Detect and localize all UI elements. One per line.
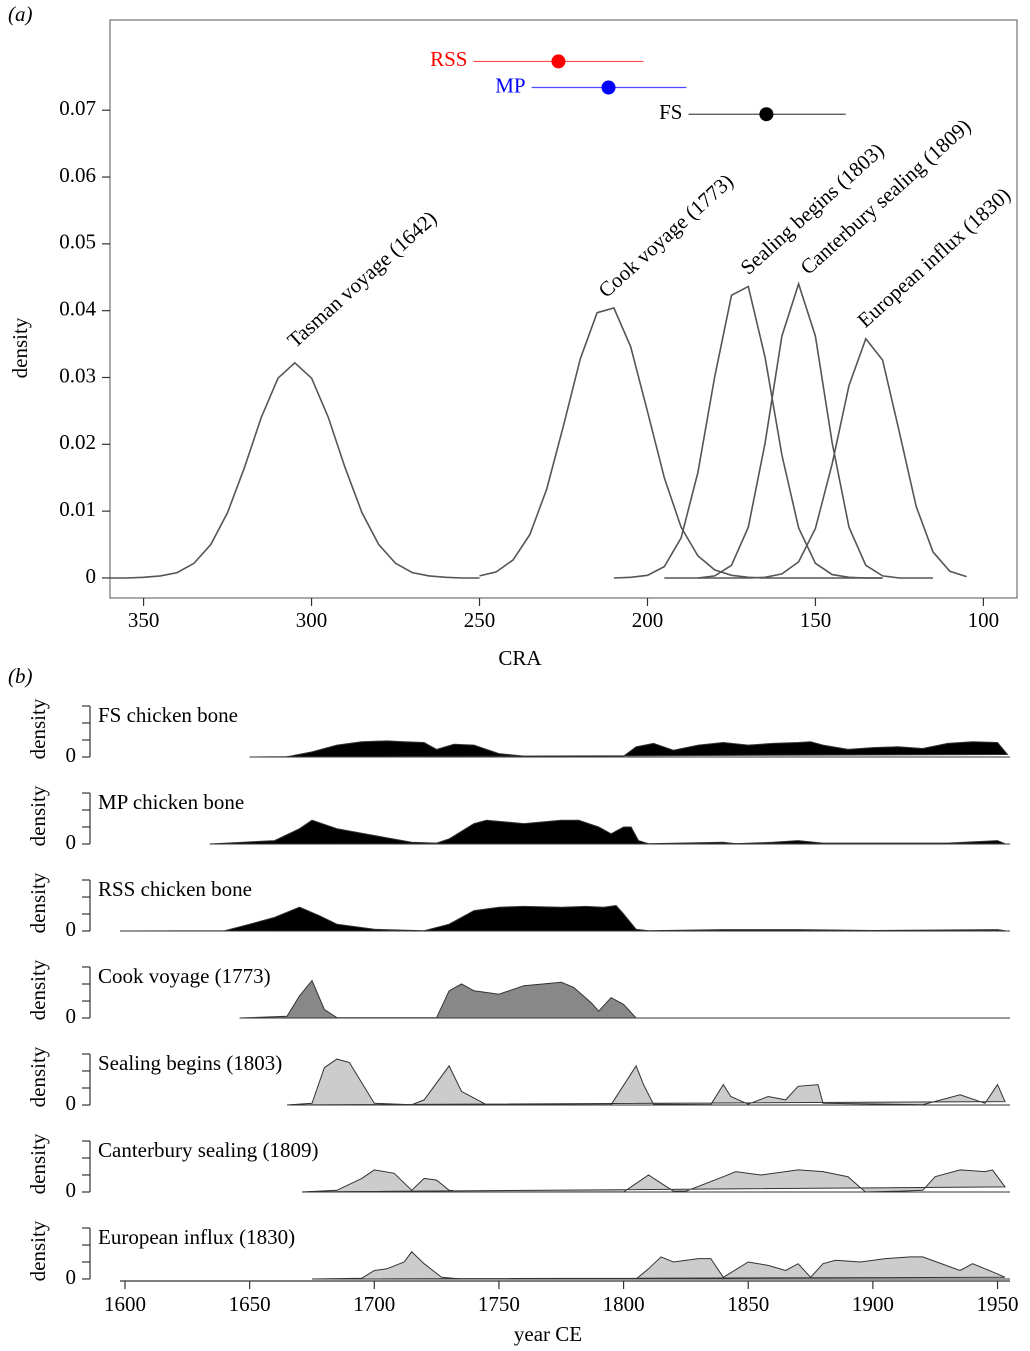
x-tick-label: 1950 — [977, 1292, 1019, 1316]
x-tick-label: 300 — [296, 608, 328, 632]
interval-point — [601, 80, 616, 95]
x-tick-label: 1800 — [603, 1292, 645, 1316]
y-tick-label: 0 — [66, 1265, 77, 1289]
y-axis-label: density — [26, 1133, 50, 1194]
y-tick-label: 0 — [86, 564, 97, 588]
panel-title: RSS chicken bone — [98, 877, 252, 901]
y-tick-label: 0 — [66, 1004, 77, 1028]
y-tick-label: 0 — [66, 1178, 77, 1202]
y-tick-label: 0.05 — [59, 230, 96, 254]
curve-label: Cook voyage (1773) — [594, 169, 738, 302]
x-tick-label: 1750 — [478, 1292, 520, 1316]
density-area — [301, 1169, 1006, 1193]
y-axis-label: density — [8, 317, 32, 378]
y-tick-label: 0 — [66, 917, 77, 941]
x-tick-label: 1650 — [229, 1292, 271, 1316]
x-axis-label: CRA — [498, 646, 542, 670]
density-curve — [110, 361, 480, 579]
interval-label: RSS — [430, 47, 467, 71]
x-tick-label: 350 — [128, 608, 160, 632]
x-tick-label: 200 — [632, 608, 664, 632]
panel-title: Canterbury sealing (1809) — [98, 1138, 318, 1162]
interval-point — [759, 107, 774, 122]
density-area — [249, 740, 1009, 758]
panel-title: MP chicken bone — [98, 790, 244, 814]
x-tick-label: 1900 — [852, 1292, 894, 1316]
panel-title: FS chicken bone — [98, 703, 238, 727]
y-tick-label: 0 — [66, 1091, 77, 1115]
x-axis-label: year CE — [514, 1322, 582, 1346]
panel-title: Cook voyage (1773) — [98, 964, 271, 988]
panel-label: (a) — [8, 2, 33, 26]
y-axis-label: density — [26, 1046, 50, 1107]
x-tick-label: 1600 — [104, 1292, 146, 1316]
y-axis-label: density — [26, 872, 50, 933]
panel-label: (b) — [8, 664, 33, 688]
density-curve — [613, 285, 883, 579]
y-tick-label: 0 — [66, 830, 77, 854]
density-area — [311, 1251, 1006, 1280]
density-area — [209, 819, 1006, 845]
y-axis-label: density — [26, 959, 50, 1020]
interval-label: FS — [659, 100, 682, 124]
interval-label: MP — [495, 73, 525, 97]
x-tick-label: 250 — [464, 608, 496, 632]
y-tick-label: 0.02 — [59, 430, 96, 454]
density-curve — [479, 307, 883, 579]
y-tick-label: 0.03 — [59, 363, 96, 387]
plot-frame — [109, 19, 1018, 599]
x-tick-label: 150 — [800, 608, 832, 632]
density-curve — [664, 281, 933, 579]
density-area — [119, 904, 1006, 932]
density-area — [239, 979, 1008, 1019]
y-tick-label: 0.04 — [59, 296, 96, 320]
interval-point — [551, 54, 566, 69]
density-curve — [697, 337, 967, 579]
x-tick-label: 100 — [968, 608, 1000, 632]
x-tick-label: 1700 — [353, 1292, 395, 1316]
y-tick-label: 0.07 — [59, 96, 96, 120]
panel-title: Sealing begins (1803) — [98, 1051, 282, 1075]
y-axis-label: density — [26, 698, 50, 759]
curve-label: Tasman voyage (1642) — [283, 206, 442, 352]
y-axis-label: density — [26, 785, 50, 846]
panel-title: European influx (1830) — [98, 1225, 295, 1249]
y-tick-label: 0 — [66, 743, 77, 767]
y-tick-label: 0.01 — [59, 497, 96, 521]
density-area — [286, 1058, 1006, 1106]
x-tick-label: 1850 — [727, 1292, 769, 1316]
y-axis-label: density — [26, 1220, 50, 1281]
y-tick-label: 0.06 — [59, 163, 96, 187]
